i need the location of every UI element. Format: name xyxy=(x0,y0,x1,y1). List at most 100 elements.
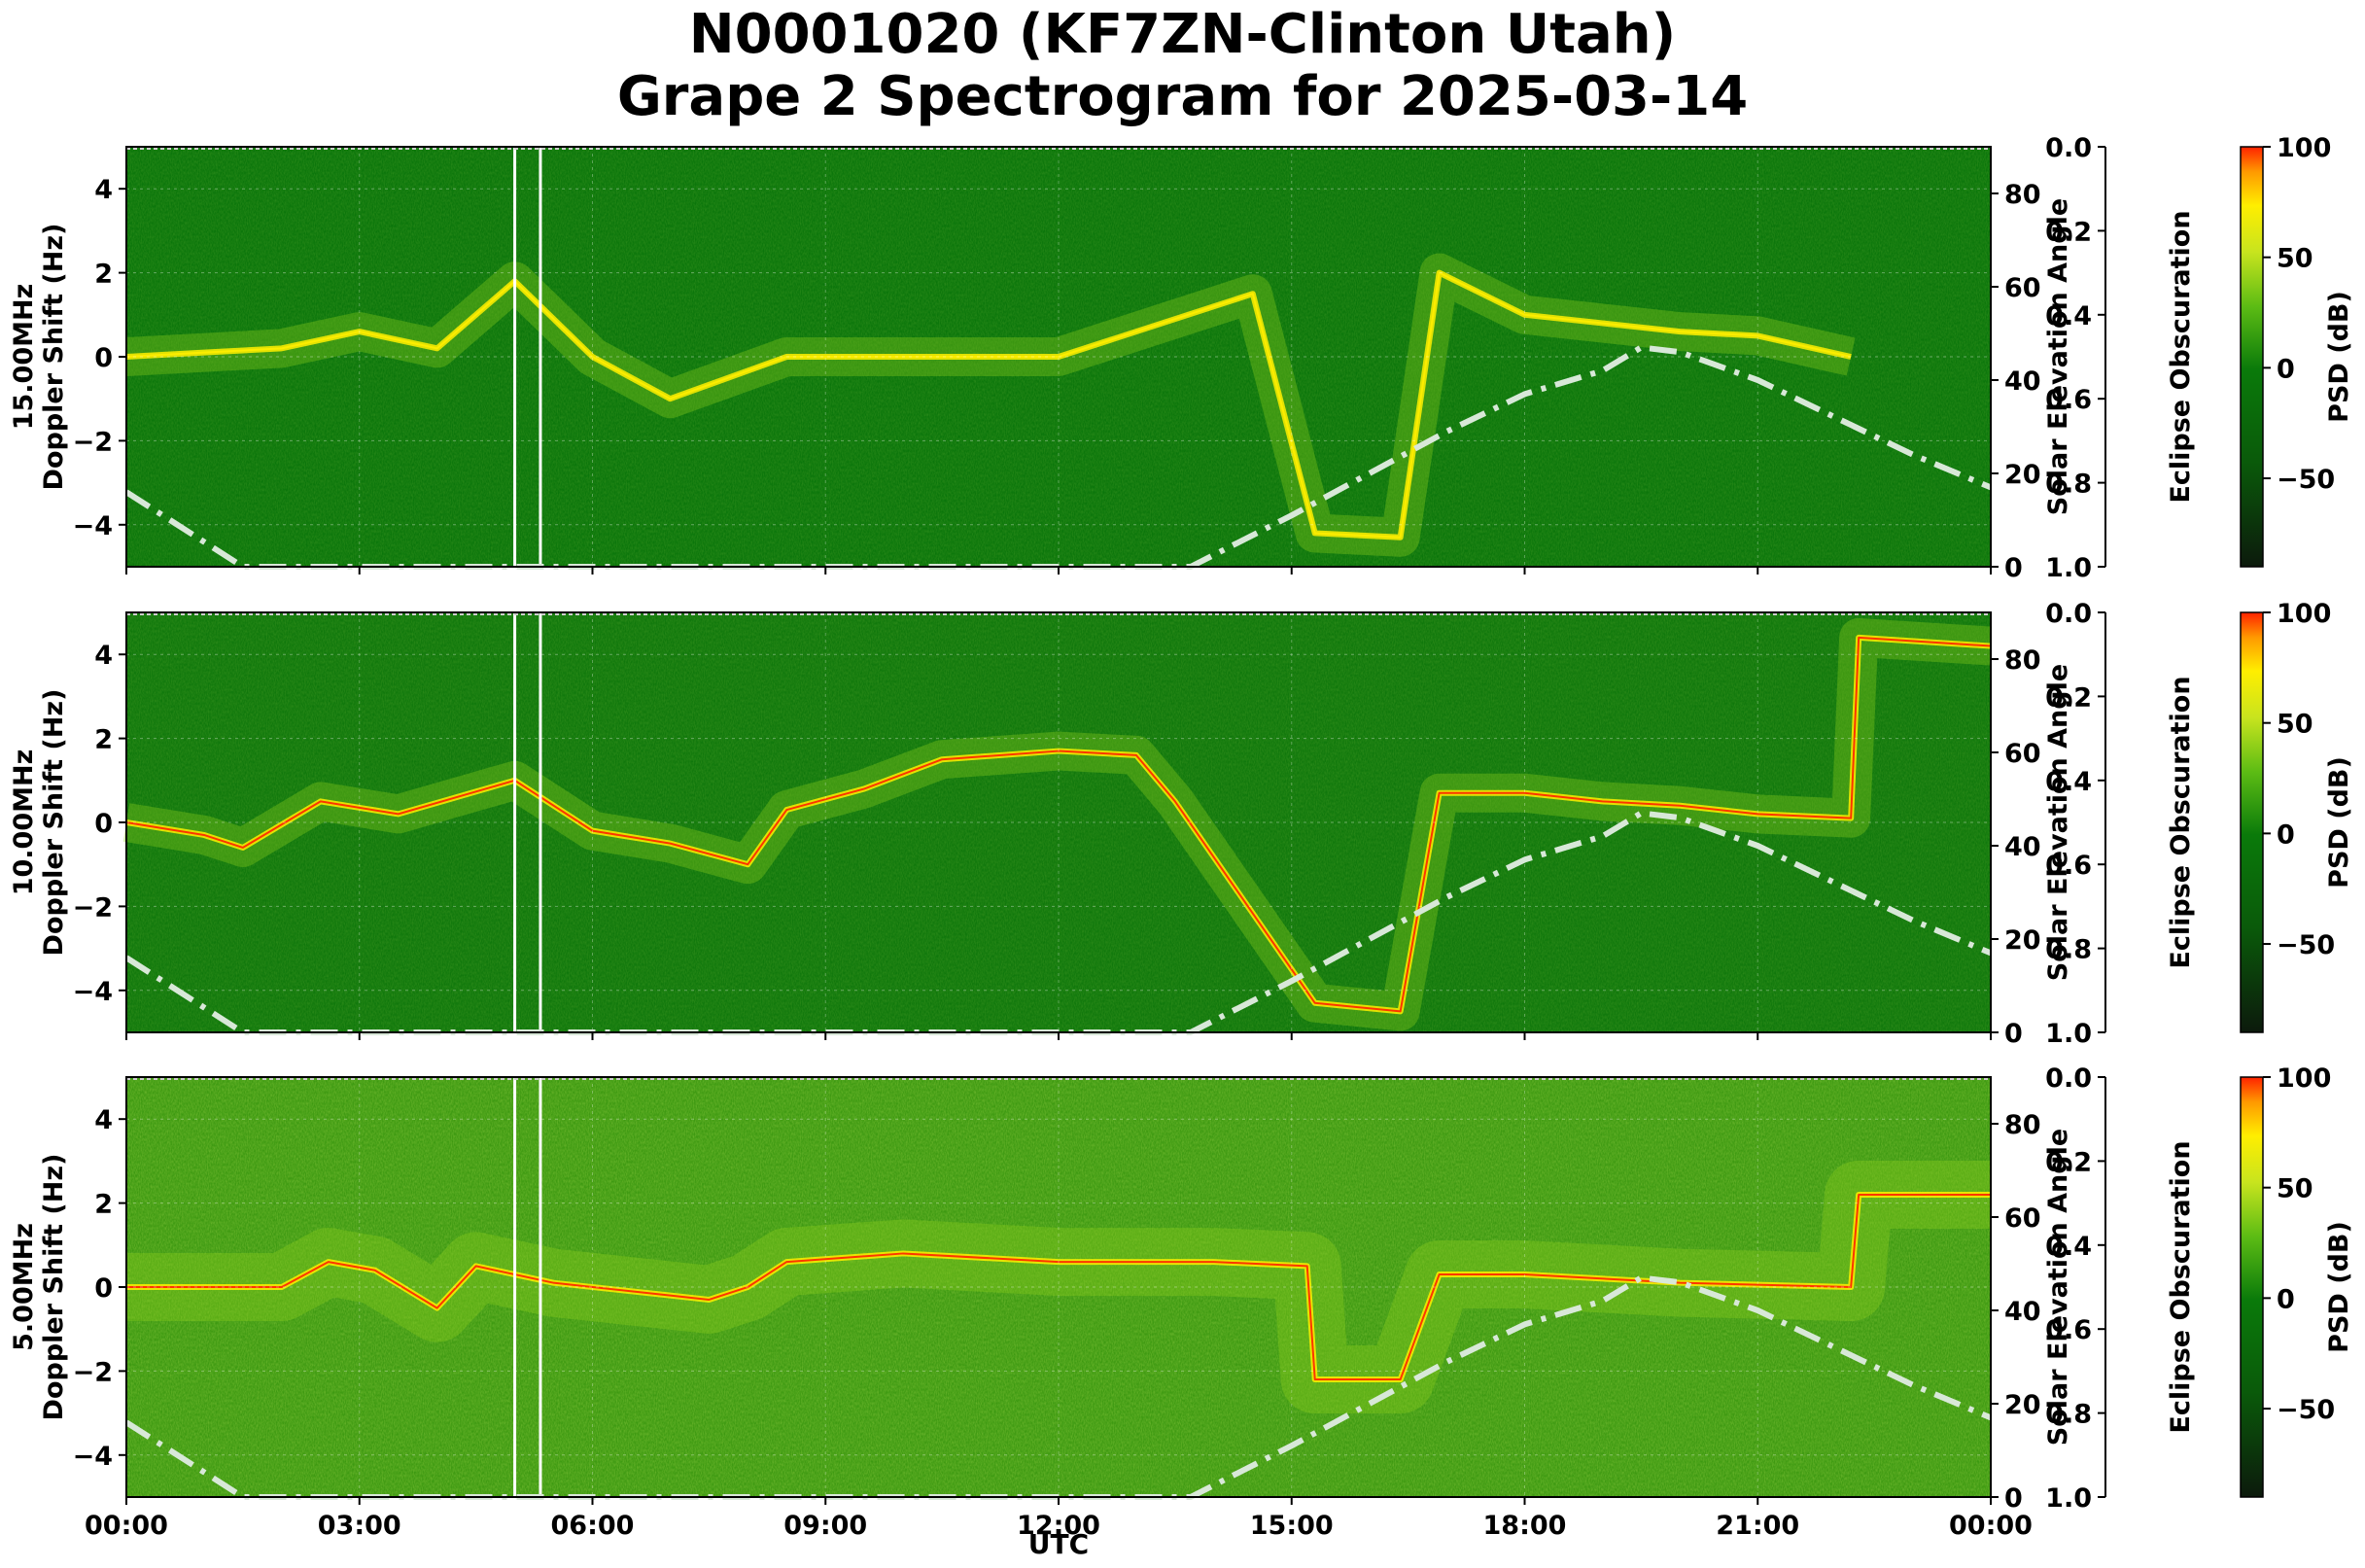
colorbar-tick-label: 100 xyxy=(2277,1063,2331,1094)
x-tick-label: 06:00 xyxy=(551,1511,635,1541)
y3-tick-label: 0.6 xyxy=(2045,385,2092,415)
doppler-peak xyxy=(125,271,1852,539)
y-axis-label: Doppler Shift (Hz) xyxy=(39,689,69,957)
title-line-1: N0001020 (KF7ZN-Clinton Utah) xyxy=(688,3,1677,66)
y3-tick-label: 0.4 xyxy=(2045,1232,2092,1262)
y3-axis-label: Eclipse Obscuration xyxy=(2166,210,2196,503)
data-gap-1 xyxy=(513,147,517,567)
y3-tick-label: 0.0 xyxy=(2045,599,2092,629)
colorbar-tick-label: 50 xyxy=(2277,1174,2313,1204)
colorbar-tick-label: 50 xyxy=(2277,244,2313,274)
y3-tick-label: 0.0 xyxy=(2045,133,2092,163)
colorbar-label: PSD (dB) xyxy=(2324,291,2354,423)
y2-tick-label: 40 xyxy=(2004,1297,2041,1327)
y3-tick-label: 0.2 xyxy=(2045,217,2092,247)
data-gap-1 xyxy=(513,1077,517,1497)
colorbar-tick-label: 100 xyxy=(2277,599,2331,629)
x-tick-label: 09:00 xyxy=(783,1511,867,1541)
y3-tick-label: 0.8 xyxy=(2045,935,2092,965)
y3-tick-label: 0.4 xyxy=(2045,301,2092,331)
colorbar-tick-label: −50 xyxy=(2277,930,2335,960)
y2-tick-label: 80 xyxy=(2004,1110,2041,1140)
panel-5.00MHz: 420−2−45.00MHz Doppler Shift (Hz)02040608… xyxy=(9,1063,2354,1541)
y-tick-label: 0 xyxy=(94,809,113,839)
x-tick-label: 00:00 xyxy=(1949,1511,2033,1541)
y3-tick-label: 0.6 xyxy=(2045,851,2092,881)
panel-10.00MHz: 420−2−410.00MHz Doppler Shift (Hz)0204060… xyxy=(9,599,2354,1049)
y-tick-label: −2 xyxy=(73,427,113,457)
y3-tick-label: 0.8 xyxy=(2045,1400,2092,1430)
y2-tick-label: 20 xyxy=(2004,925,2041,956)
y-tick-label: 4 xyxy=(94,641,113,671)
y3-tick-label: 0.4 xyxy=(2045,767,2092,797)
y3-tick-label: 0.8 xyxy=(2045,470,2092,500)
y-tick-label: −2 xyxy=(73,892,113,923)
y3-tick-label: 0.2 xyxy=(2045,1147,2092,1177)
title-line-2: Grape 2 Spectrogram for 2025-03-14 xyxy=(616,65,1749,128)
colorbar xyxy=(2240,146,2264,568)
colorbar xyxy=(2240,611,2264,1033)
y-tick-label: 4 xyxy=(94,175,113,205)
y-tick-label: 4 xyxy=(94,1105,113,1135)
x-tick-label: 00:00 xyxy=(85,1511,168,1541)
y-tick-label: −4 xyxy=(73,1442,113,1472)
y2-axis-label: Solar Elevation Angle xyxy=(2043,198,2073,515)
y2-tick-label: 60 xyxy=(2004,739,2041,769)
spectrogram-noise xyxy=(126,1077,1991,1497)
spectrogram-noise xyxy=(126,612,1991,1032)
x-axis-label: UTC xyxy=(1028,1528,1089,1560)
x-tick-label: 03:00 xyxy=(318,1511,401,1541)
y3-axis-label: Eclipse Obscuration xyxy=(2166,1140,2196,1433)
y-axis-label: Doppler Shift (Hz) xyxy=(39,224,69,491)
y3-tick-label: 0.0 xyxy=(2045,1063,2092,1094)
y2-tick-label: 20 xyxy=(2004,1390,2041,1420)
y2-tick-label: 0 xyxy=(2004,553,2023,583)
y3-tick-label: 1.0 xyxy=(2045,1483,2092,1514)
y3-tick-label: 0.2 xyxy=(2045,682,2092,713)
doppler-peak xyxy=(126,1193,1991,1381)
y-tick-label: −4 xyxy=(73,511,113,541)
y2-tick-label: 40 xyxy=(2004,366,2041,397)
y3-tick-label: 0.6 xyxy=(2045,1315,2092,1345)
y-tick-label: −4 xyxy=(73,977,113,1007)
solar-elevation-curve xyxy=(124,810,1993,1035)
colorbar-label: PSD (dB) xyxy=(2324,756,2354,889)
x-tick-label: 12:00 xyxy=(1017,1511,1100,1541)
colorbar-tick-label: 50 xyxy=(2277,710,2313,740)
panel-15.00MHz: 420−2−415.00MHz Doppler Shift (Hz)0204060… xyxy=(9,133,2354,583)
y2-tick-label: 20 xyxy=(2004,460,2041,490)
y2-tick-label: 60 xyxy=(2004,273,2041,303)
x-tick-label: 18:00 xyxy=(1483,1511,1567,1541)
colorbar xyxy=(2240,1076,2264,1498)
data-gap-2 xyxy=(539,147,542,567)
colorbar-tick-label: −50 xyxy=(2277,1395,2335,1425)
colorbar-tick-label: −50 xyxy=(2277,465,2335,495)
y2-tick-label: 40 xyxy=(2004,832,2041,862)
y2-tick-label: 0 xyxy=(2004,1483,2023,1514)
data-gap-2 xyxy=(539,612,542,1032)
y2-tick-label: 80 xyxy=(2004,645,2041,676)
solar-elevation-curve xyxy=(124,1274,1993,1500)
y-tick-label: 2 xyxy=(94,260,113,290)
solar-elevation-curve xyxy=(124,344,1993,570)
y3-tick-label: 1.0 xyxy=(2045,553,2092,583)
colorbar-label: PSD (dB) xyxy=(2324,1221,2354,1353)
y-tick-label: 0 xyxy=(94,343,113,373)
y2-axis-label: Solar Elevation Angle xyxy=(2043,664,2073,981)
figure-title: N0001020 (KF7ZN-Clinton Utah) Grape 2 Sp… xyxy=(0,4,2365,128)
y-tick-label: 2 xyxy=(94,1190,113,1220)
data-gap-1 xyxy=(513,612,517,1032)
y3-tick-label: 1.0 xyxy=(2045,1019,2092,1049)
y-axis-label-band: 15.00MHz xyxy=(9,284,39,431)
doppler-peak xyxy=(125,636,1992,1013)
y2-tick-label: 0 xyxy=(2004,1019,2023,1049)
x-tick-label: 21:00 xyxy=(1716,1511,1799,1541)
y-tick-label: −2 xyxy=(73,1357,113,1387)
y-axis-label-band: 5.00MHz xyxy=(9,1223,39,1351)
y2-axis-label: Solar Elevation Angle xyxy=(2043,1129,2073,1446)
y2-tick-label: 60 xyxy=(2004,1203,2041,1234)
colorbar-tick-label: 0 xyxy=(2277,1284,2295,1314)
data-gap-2 xyxy=(539,1077,542,1497)
colorbar-tick-label: 0 xyxy=(2277,819,2295,850)
